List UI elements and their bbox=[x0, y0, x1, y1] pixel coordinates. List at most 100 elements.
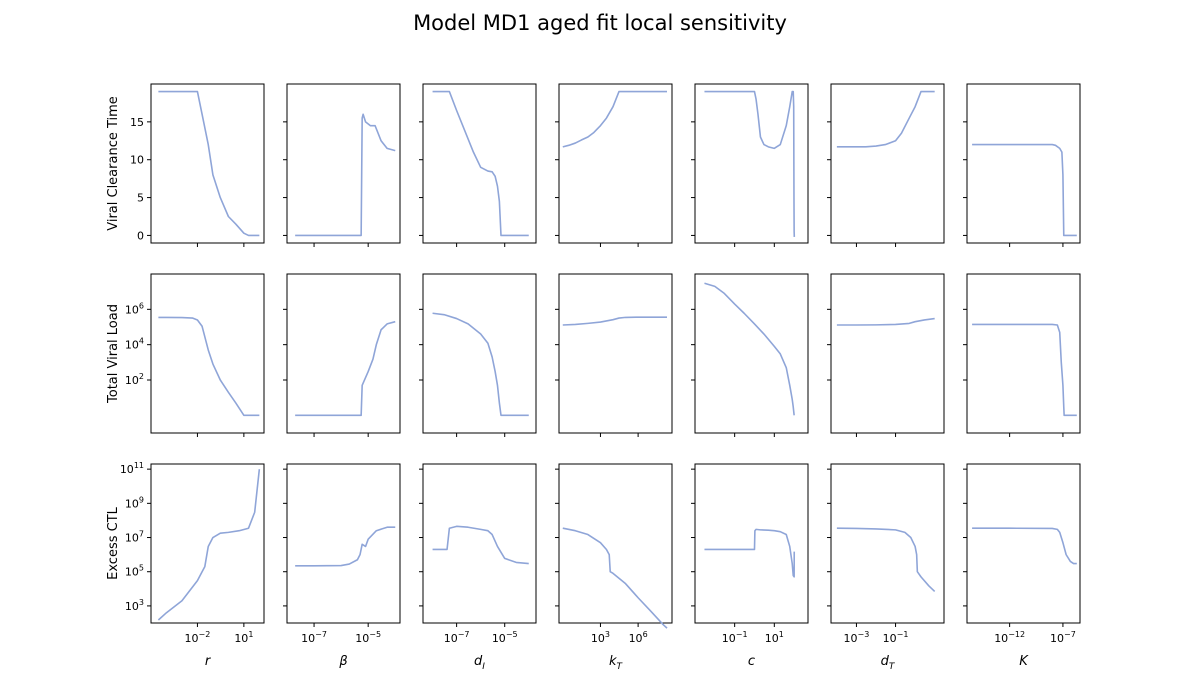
series-line bbox=[432, 90, 529, 237]
series-line bbox=[704, 282, 795, 416]
series-line bbox=[704, 90, 796, 237]
y-tick-label: 109 bbox=[125, 495, 144, 510]
series-line bbox=[158, 90, 260, 237]
subplot-r2-c6: 10−12 10−7 K bbox=[963, 463, 1081, 669]
subplot-r0-c3 bbox=[555, 83, 673, 247]
x-tick-label: 10−7 bbox=[301, 630, 327, 645]
y-axis-label: Excess CTL bbox=[106, 506, 121, 580]
series-line bbox=[836, 90, 935, 148]
x-axis-label: dT bbox=[881, 654, 896, 672]
subplot-r0-c2 bbox=[419, 83, 537, 247]
subplot-grid: 0 5 10 15 Viral Clearance Time 102 104 106 Total… bbox=[106, 83, 1081, 672]
axes-frame bbox=[830, 83, 945, 244]
series-line bbox=[836, 317, 935, 326]
axes-frame bbox=[286, 83, 401, 244]
series-line bbox=[295, 526, 396, 567]
series-line bbox=[972, 323, 1077, 417]
subplot-r0-c5 bbox=[827, 83, 945, 247]
subplot-r0-c1 bbox=[283, 83, 401, 247]
subplot-r2-c1: 10−7 10−5 β bbox=[283, 463, 401, 669]
x-tick-label: 10−7 bbox=[1050, 630, 1076, 645]
series-line bbox=[562, 316, 667, 326]
subplot-r1-c0: 102 104 106 bbox=[125, 273, 265, 437]
axes-frame bbox=[830, 463, 945, 624]
x-axis-label: r bbox=[205, 654, 212, 669]
series-line bbox=[157, 469, 261, 621]
subplot-r2-c4: 10−1 101 c bbox=[691, 463, 809, 669]
x-tick-label: 106 bbox=[629, 630, 648, 645]
series-line bbox=[836, 527, 936, 593]
axes-frame bbox=[286, 463, 401, 624]
series-line bbox=[432, 525, 529, 565]
subplot-r2-c5: 10−3 10−1 dT bbox=[827, 463, 945, 672]
series-line bbox=[972, 527, 1077, 565]
series-line bbox=[295, 320, 396, 417]
y-tick-label: 1011 bbox=[120, 461, 144, 476]
axes-frame bbox=[422, 463, 537, 624]
subplot-r0-c6 bbox=[963, 83, 1081, 247]
series-line bbox=[562, 527, 668, 629]
y-tick-label: 0 bbox=[137, 229, 144, 242]
axes-frame bbox=[966, 273, 1081, 434]
x-tick-label: 101 bbox=[765, 630, 784, 645]
y-tick-label: 10 bbox=[130, 154, 144, 167]
x-tick-label: 101 bbox=[234, 630, 253, 645]
x-tick-label: 10−5 bbox=[492, 630, 518, 645]
y-axis-label: Viral Clearance Time bbox=[106, 96, 121, 231]
y-tick-label: 106 bbox=[125, 301, 144, 316]
x-tick-label: 10−7 bbox=[444, 630, 470, 645]
x-tick-label: 10−1 bbox=[883, 630, 909, 645]
x-axis-label: β bbox=[338, 654, 347, 669]
x-axis-label: c bbox=[748, 654, 755, 669]
axes-frame bbox=[966, 463, 1081, 624]
y-tick-label: 107 bbox=[125, 530, 144, 545]
x-tick-label: 10−12 bbox=[994, 630, 1025, 645]
axes-frame bbox=[558, 83, 673, 244]
subplot-r2-c3: 103 106 kT bbox=[555, 463, 673, 672]
subplot-r1-c6 bbox=[963, 273, 1081, 437]
x-tick-label: 10−2 bbox=[185, 630, 211, 645]
axes-frame bbox=[150, 83, 265, 244]
axes-frame bbox=[558, 463, 673, 624]
figure-title: Model MD1 aged fit local sensitivity bbox=[413, 11, 787, 35]
series-line bbox=[704, 528, 796, 578]
y-tick-label: 15 bbox=[130, 116, 144, 129]
x-tick-label: 103 bbox=[591, 630, 610, 645]
x-tick-label: 10−3 bbox=[844, 630, 870, 645]
series-line bbox=[972, 143, 1077, 237]
axes-frame bbox=[694, 463, 809, 624]
subplot-r2-c0: 103 105 107 109 1011 10−2 101 r bbox=[120, 461, 265, 669]
subplot-r1-c1 bbox=[283, 273, 401, 437]
subplot-r1-c5 bbox=[827, 273, 945, 437]
axes-frame bbox=[422, 273, 537, 434]
x-tick-label: 10−5 bbox=[355, 630, 381, 645]
x-axis-label: K bbox=[1019, 654, 1029, 669]
y-tick-label: 5 bbox=[137, 192, 144, 205]
series-line bbox=[158, 316, 260, 417]
x-axis-label: kT bbox=[609, 654, 624, 672]
y-tick-label: 103 bbox=[125, 598, 144, 613]
axes-frame bbox=[694, 83, 809, 244]
series-line bbox=[562, 90, 667, 148]
subplot-r1-c3 bbox=[555, 273, 673, 437]
series-line bbox=[295, 113, 396, 237]
x-tick-label: 10−1 bbox=[722, 630, 748, 645]
subplot-r0-c4 bbox=[691, 83, 809, 247]
y-axis-label: Total Viral Load bbox=[106, 304, 121, 404]
axes-frame bbox=[558, 273, 673, 434]
subplot-r0-c0: 0 5 10 15 bbox=[130, 83, 265, 247]
x-axis-label: dI bbox=[474, 654, 485, 672]
y-tick-label: 104 bbox=[125, 337, 144, 352]
axes-frame bbox=[150, 273, 265, 434]
y-tick-label: 105 bbox=[125, 564, 144, 579]
axes-frame bbox=[694, 273, 809, 434]
series-line bbox=[432, 312, 529, 417]
axes-frame bbox=[830, 273, 945, 434]
y-tick-label: 102 bbox=[125, 372, 144, 387]
subplot-r1-c4 bbox=[691, 273, 809, 437]
axes-frame bbox=[966, 83, 1081, 244]
subplot-r2-c2: 10−7 10−5 dI bbox=[419, 463, 537, 672]
axes-frame bbox=[286, 273, 401, 434]
axes-frame bbox=[150, 463, 265, 624]
